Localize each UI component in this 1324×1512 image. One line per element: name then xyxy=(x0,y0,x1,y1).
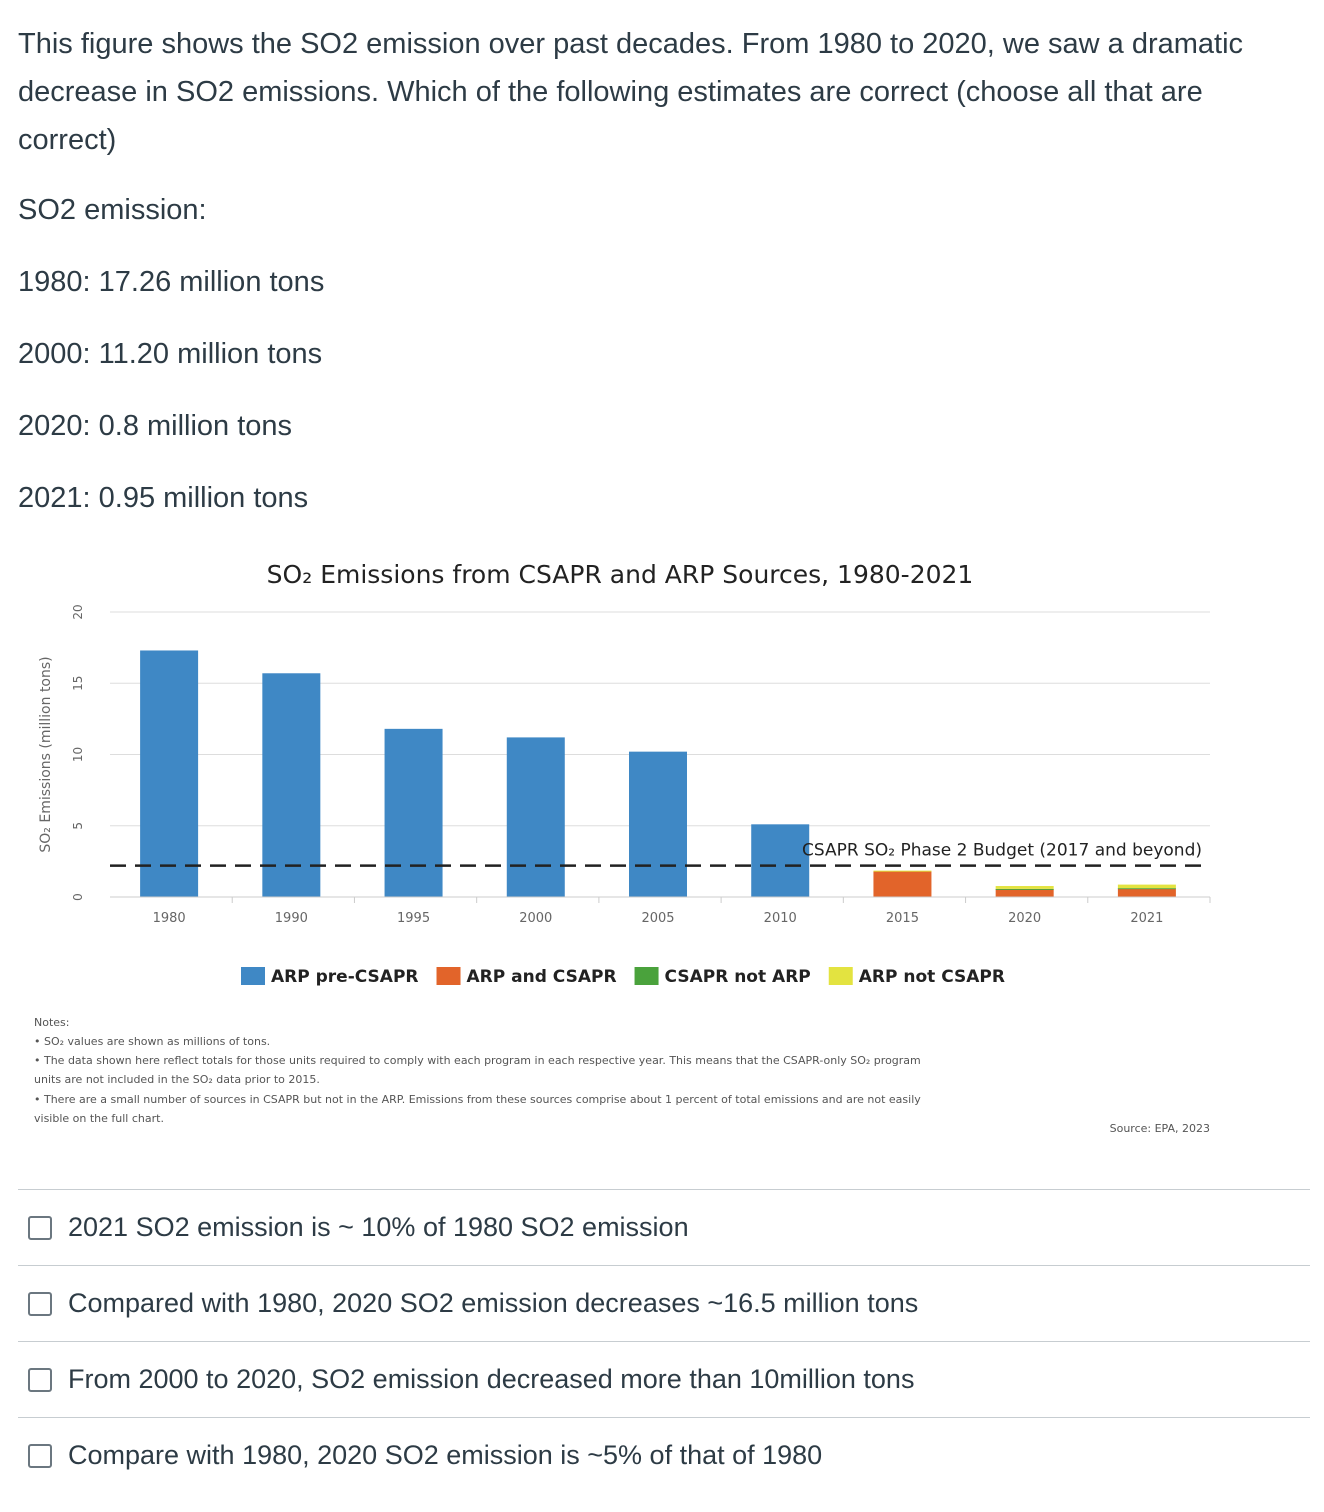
so2-emissions-chart: SO₂ Emissions from CSAPR and ARP Sources… xyxy=(34,560,1211,1135)
answer-label: From 2000 to 2020, SO2 emission decrease… xyxy=(68,1364,915,1394)
answer-option[interactable]: Compared with 1980, 2020 SO2 emission de… xyxy=(18,1265,1310,1341)
answer-label: Compare with 1980, 2020 SO2 emission is … xyxy=(68,1440,823,1470)
x-tick-label: 2010 xyxy=(764,911,797,926)
bar xyxy=(751,824,810,897)
emission-2000: 2000: 11.20 million tons xyxy=(18,338,323,370)
y-tick-label: 15 xyxy=(71,676,85,691)
bar xyxy=(140,650,199,897)
bars xyxy=(140,650,1176,897)
bar xyxy=(995,886,1054,889)
bar xyxy=(873,870,932,872)
checkbox[interactable] xyxy=(28,1443,52,1468)
legend-label: ARP pre-CSAPR xyxy=(271,967,419,987)
bar xyxy=(262,673,321,897)
x-tick-labels: 1980 1990 1995 2000 2005 2010 2015 2020 2021 xyxy=(110,896,1211,926)
legend-label: ARP not CSAPR xyxy=(859,967,1005,987)
checkbox[interactable] xyxy=(28,1367,52,1392)
answer-option[interactable]: 2021 SO2 emission is ~ 10% of 1980 SO2 e… xyxy=(18,1189,1310,1265)
legend-swatch xyxy=(436,967,461,985)
bar xyxy=(506,737,565,897)
answer-label: 2021 SO2 emission is ~ 10% of 1980 SO2 e… xyxy=(68,1212,689,1242)
y-axis-label: SO₂ Emissions (million tons) xyxy=(38,656,54,852)
emission-2021: 2021: 0.95 million tons xyxy=(18,482,309,514)
question-text: This figure shows the SO2 emission over … xyxy=(18,28,1244,156)
bar xyxy=(629,751,687,897)
legend-swatch xyxy=(241,967,265,985)
x-tick-label: 2000 xyxy=(519,911,552,926)
legend-label: CSAPR not ARP xyxy=(665,967,811,987)
answer-options: 2021 SO2 emission is ~ 10% of 1980 SO2 e… xyxy=(18,1189,1310,1493)
y-tick-label: 0 xyxy=(71,893,85,901)
bar xyxy=(1117,884,1176,889)
bar xyxy=(995,889,1054,897)
reference-line-label: CSAPR SO₂ Phase 2 Budget (2017 and beyon… xyxy=(802,841,1202,861)
y-tick-label: 10 xyxy=(71,747,85,762)
reference-line-group: CSAPR SO₂ Phase 2 Budget (2017 and beyon… xyxy=(110,841,1210,867)
bar xyxy=(873,871,932,897)
answer-label: Compared with 1980, 2020 SO2 emission de… xyxy=(68,1288,919,1318)
chart-source: Source: EPA, 2023 xyxy=(1110,1122,1210,1135)
y-tick-label: 5 xyxy=(71,822,85,830)
legend-swatch xyxy=(828,967,853,985)
legend-swatch xyxy=(634,967,659,985)
note-line: Notes: xyxy=(34,1016,69,1029)
x-tick-label: 1995 xyxy=(397,911,430,926)
bar xyxy=(995,888,1054,890)
bar xyxy=(384,728,443,897)
note-line: visible on the full chart. xyxy=(34,1112,164,1125)
note-line: • There are a small number of sources in… xyxy=(34,1093,921,1106)
emission-heading: SO2 emission: xyxy=(18,194,207,226)
x-tick-label: 2015 xyxy=(886,911,919,926)
bar xyxy=(1117,888,1176,897)
answer-option[interactable]: From 2000 to 2020, SO2 emission decrease… xyxy=(18,1341,1310,1417)
x-tick-label: 1990 xyxy=(275,911,308,926)
emission-1980: 1980: 17.26 million tons xyxy=(18,266,325,298)
note-line: • The data shown here reflect totals for… xyxy=(34,1054,921,1067)
y-tick-label: 20 xyxy=(71,604,85,619)
note-line: • SO₂ values are shown as millions of to… xyxy=(34,1035,270,1048)
note-line: units are not included in the SO₂ data p… xyxy=(34,1073,320,1086)
checkbox[interactable] xyxy=(28,1291,52,1316)
x-tick-label: 2021 xyxy=(1130,911,1163,926)
checkbox[interactable] xyxy=(28,1215,52,1240)
x-tick-label: 2020 xyxy=(1008,911,1041,926)
answer-option[interactable]: Compare with 1980, 2020 SO2 emission is … xyxy=(18,1417,1310,1493)
bar xyxy=(1117,888,1176,890)
legend: ARP pre-CSAPR ARP and CSAPR CSAPR not ARP A… xyxy=(241,967,1005,987)
legend-label: ARP and CSAPR xyxy=(467,967,617,987)
x-tick-label: 2005 xyxy=(641,911,674,926)
x-tick-label: 1980 xyxy=(153,911,186,926)
chart-notes: Notes: • SO₂ values are shown as million… xyxy=(34,1016,921,1125)
chart-title: SO₂ Emissions from CSAPR and ARP Sources… xyxy=(267,560,974,589)
emission-2020: 2020: 0.8 million tons xyxy=(18,410,293,442)
y-tick-labels: 0 5 10 15 20 xyxy=(71,604,85,900)
